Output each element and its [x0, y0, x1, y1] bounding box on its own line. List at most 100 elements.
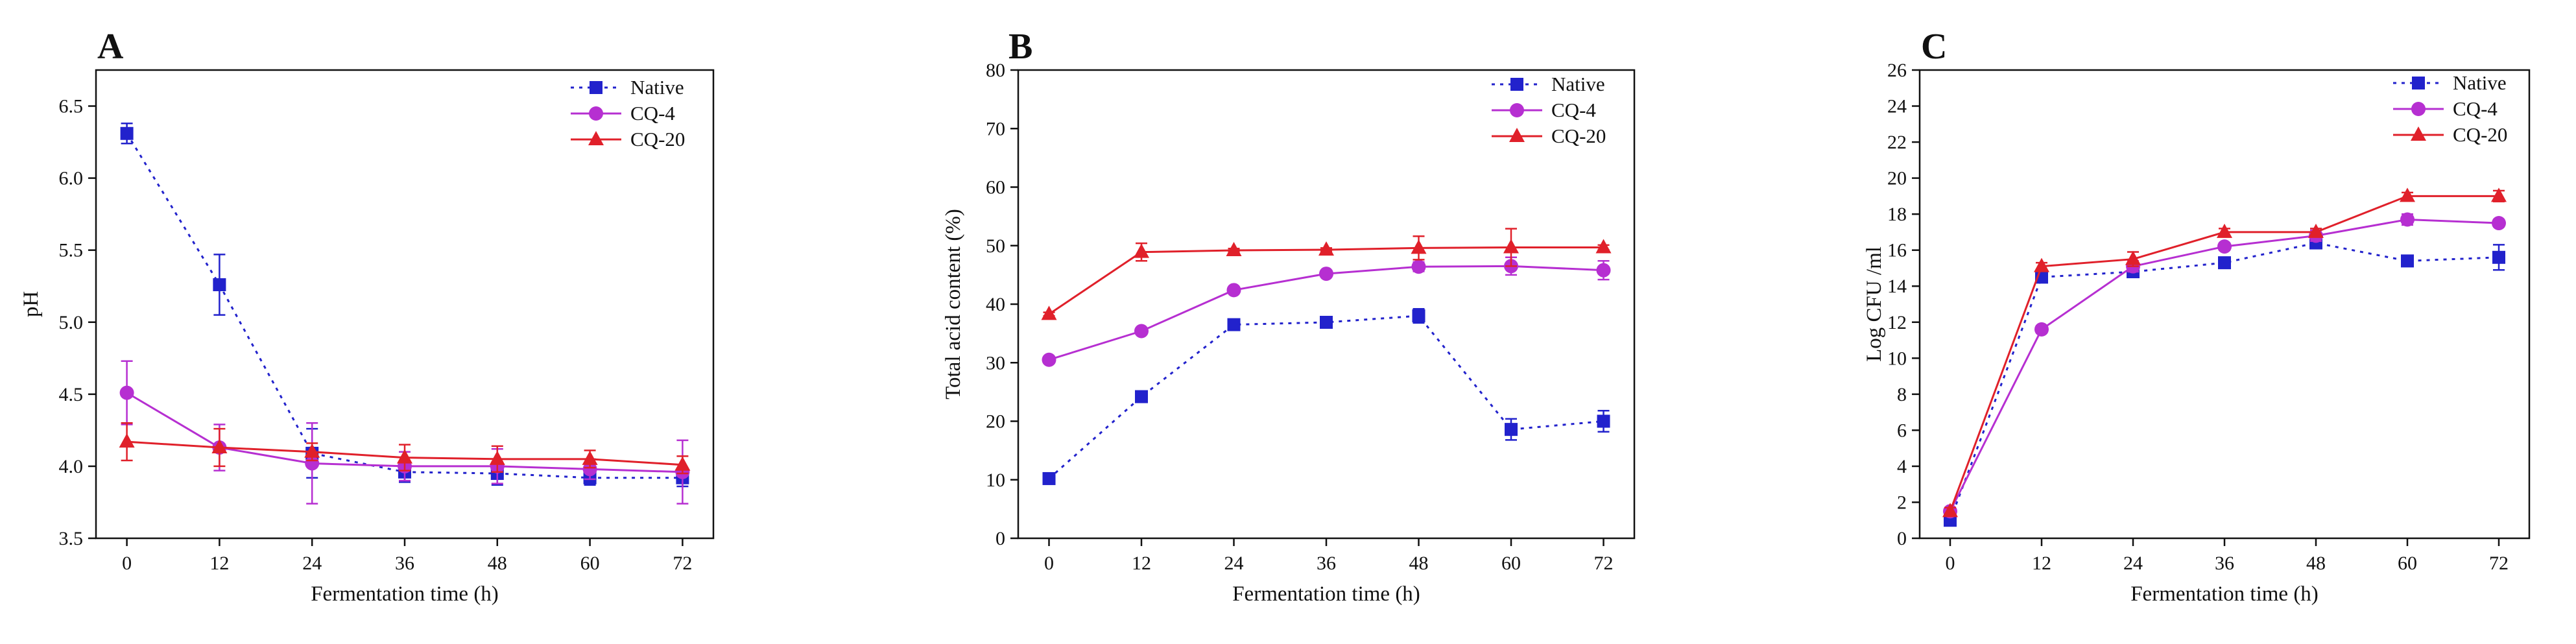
- legend-label: Native: [630, 76, 684, 99]
- data-point: [1505, 423, 1518, 436]
- data-point: [304, 443, 320, 458]
- legend-marker: [588, 131, 604, 145]
- x-tick-label: 0: [1946, 553, 1955, 574]
- y-tick-label: 2: [1897, 492, 1907, 513]
- data-point: [489, 450, 505, 465]
- y-tick-label: 40: [986, 294, 1005, 315]
- y-tick-label: 70: [986, 118, 1005, 139]
- y-tick-label: 10: [1887, 348, 1907, 369]
- chart-panel-b: B 0 12 24 36 48 60 72 0 10 20 30 40 50 60 70 80 Fermentat…: [942, 27, 1636, 606]
- data-point: [2034, 257, 2049, 272]
- x-tick-label: 72: [673, 553, 692, 574]
- plot-frame: [1918, 69, 2531, 540]
- y-tick-label: 5.0: [59, 312, 84, 333]
- data-point: [2492, 250, 2505, 264]
- legend-marker: [2412, 77, 2425, 89]
- data-point: [2217, 223, 2232, 238]
- x-tick-label: 24: [302, 553, 322, 574]
- x-tick-label: 0: [122, 553, 132, 574]
- y-tick-label: 0: [996, 528, 1005, 549]
- data-point: [1226, 283, 1241, 298]
- legend-label: CQ-4: [1551, 99, 1596, 121]
- x-tick-label: 12: [2032, 553, 2051, 574]
- y-axis-label: Total acid content (%): [942, 209, 965, 400]
- y-tick-label: 5.5: [59, 240, 84, 261]
- x-axis-label: Fermentation time (h): [311, 582, 499, 606]
- plot-frame: [1017, 69, 1636, 540]
- y-tick-label: 30: [986, 352, 1005, 374]
- y-tick-label: 80: [986, 60, 1005, 81]
- legend-label: Native: [1551, 73, 1605, 95]
- data-point: [1942, 503, 1958, 518]
- data-point: [1042, 471, 1056, 485]
- x-axis-label: Fermentation time (h): [1232, 582, 1420, 606]
- data-point: [2492, 216, 2506, 231]
- data-point: [1503, 239, 1519, 254]
- data-point: [1134, 324, 1149, 339]
- legend-marker: [589, 106, 603, 121]
- x-tick-label: 48: [1409, 553, 1429, 574]
- y-tick-label: 6.5: [59, 96, 84, 117]
- data-point: [1595, 239, 1612, 254]
- y-tick-label: 24: [1887, 96, 1907, 117]
- data-point: [582, 462, 597, 477]
- x-tick-label: 60: [2398, 553, 2417, 574]
- series-line-native: [1949, 242, 2499, 521]
- data-point: [2400, 212, 2415, 227]
- x-tick-label: 60: [1501, 553, 1521, 574]
- y-tick-label: 4.0: [59, 456, 84, 477]
- data-point: [1596, 263, 1611, 278]
- panel-letter: B: [1008, 27, 1032, 67]
- data-point: [2217, 239, 2232, 254]
- y-tick-label: 20: [986, 411, 1005, 433]
- y-tick-label: 6.0: [59, 168, 84, 189]
- data-point: [2308, 223, 2324, 238]
- y-axis-label: pH: [19, 291, 43, 317]
- data-point: [674, 456, 691, 471]
- data-point: [2125, 250, 2141, 265]
- data-point: [397, 449, 412, 464]
- y-tick-label: 4: [1897, 456, 1907, 477]
- legend-label: CQ-20: [2453, 123, 2507, 146]
- legend-marker: [2411, 102, 2426, 116]
- legend-label: CQ-4: [2453, 97, 2498, 120]
- data-point: [2401, 254, 2414, 268]
- x-tick-label: 60: [580, 553, 600, 574]
- y-tick-label: 8: [1897, 384, 1907, 405]
- x-tick-label: 72: [2489, 553, 2509, 574]
- x-tick-label: 36: [395, 553, 414, 574]
- y-tick-label: 6: [1897, 420, 1907, 441]
- series-cq-20: [119, 422, 691, 475]
- series-cq-4: [1042, 256, 1611, 367]
- chart-panel-a: A 0 12 24 36 48 60 72 3.5 4.0 4.5 5.0 5.5 6.0 6.5 Ferme…: [19, 27, 715, 606]
- x-tick-label: 72: [1594, 553, 1614, 574]
- y-tick-label: 20: [1887, 168, 1907, 189]
- y-tick-label: 16: [1887, 240, 1907, 261]
- x-tick-label: 0: [1044, 553, 1054, 574]
- x-tick-label: 48: [2306, 553, 2326, 574]
- panel-letter: C: [1921, 27, 1947, 67]
- y-tick-label: 0: [1897, 528, 1907, 549]
- y-tick-label: 22: [1887, 132, 1907, 153]
- data-point: [120, 126, 134, 140]
- legend-label: CQ-20: [1551, 125, 1606, 147]
- y-tick-label: 4.5: [59, 384, 84, 405]
- series-line-native: [126, 132, 683, 479]
- y-tick-label: 14: [1887, 276, 1907, 297]
- y-tick-label: 10: [986, 470, 1005, 491]
- data-point: [1411, 259, 1426, 274]
- data-point: [1041, 305, 1057, 320]
- data-point: [211, 439, 228, 454]
- legend-marker: [2411, 126, 2426, 141]
- y-tick-label: 50: [986, 235, 1005, 257]
- legend-label: CQ-4: [630, 102, 675, 125]
- data-point: [2218, 256, 2231, 270]
- data-point: [1135, 390, 1148, 403]
- data-point: [1042, 352, 1056, 367]
- data-point: [582, 450, 598, 465]
- series-cq-20: [1041, 228, 1612, 320]
- data-point: [1411, 239, 1427, 254]
- x-tick-label: 48: [488, 553, 507, 574]
- data-point: [1597, 414, 1610, 428]
